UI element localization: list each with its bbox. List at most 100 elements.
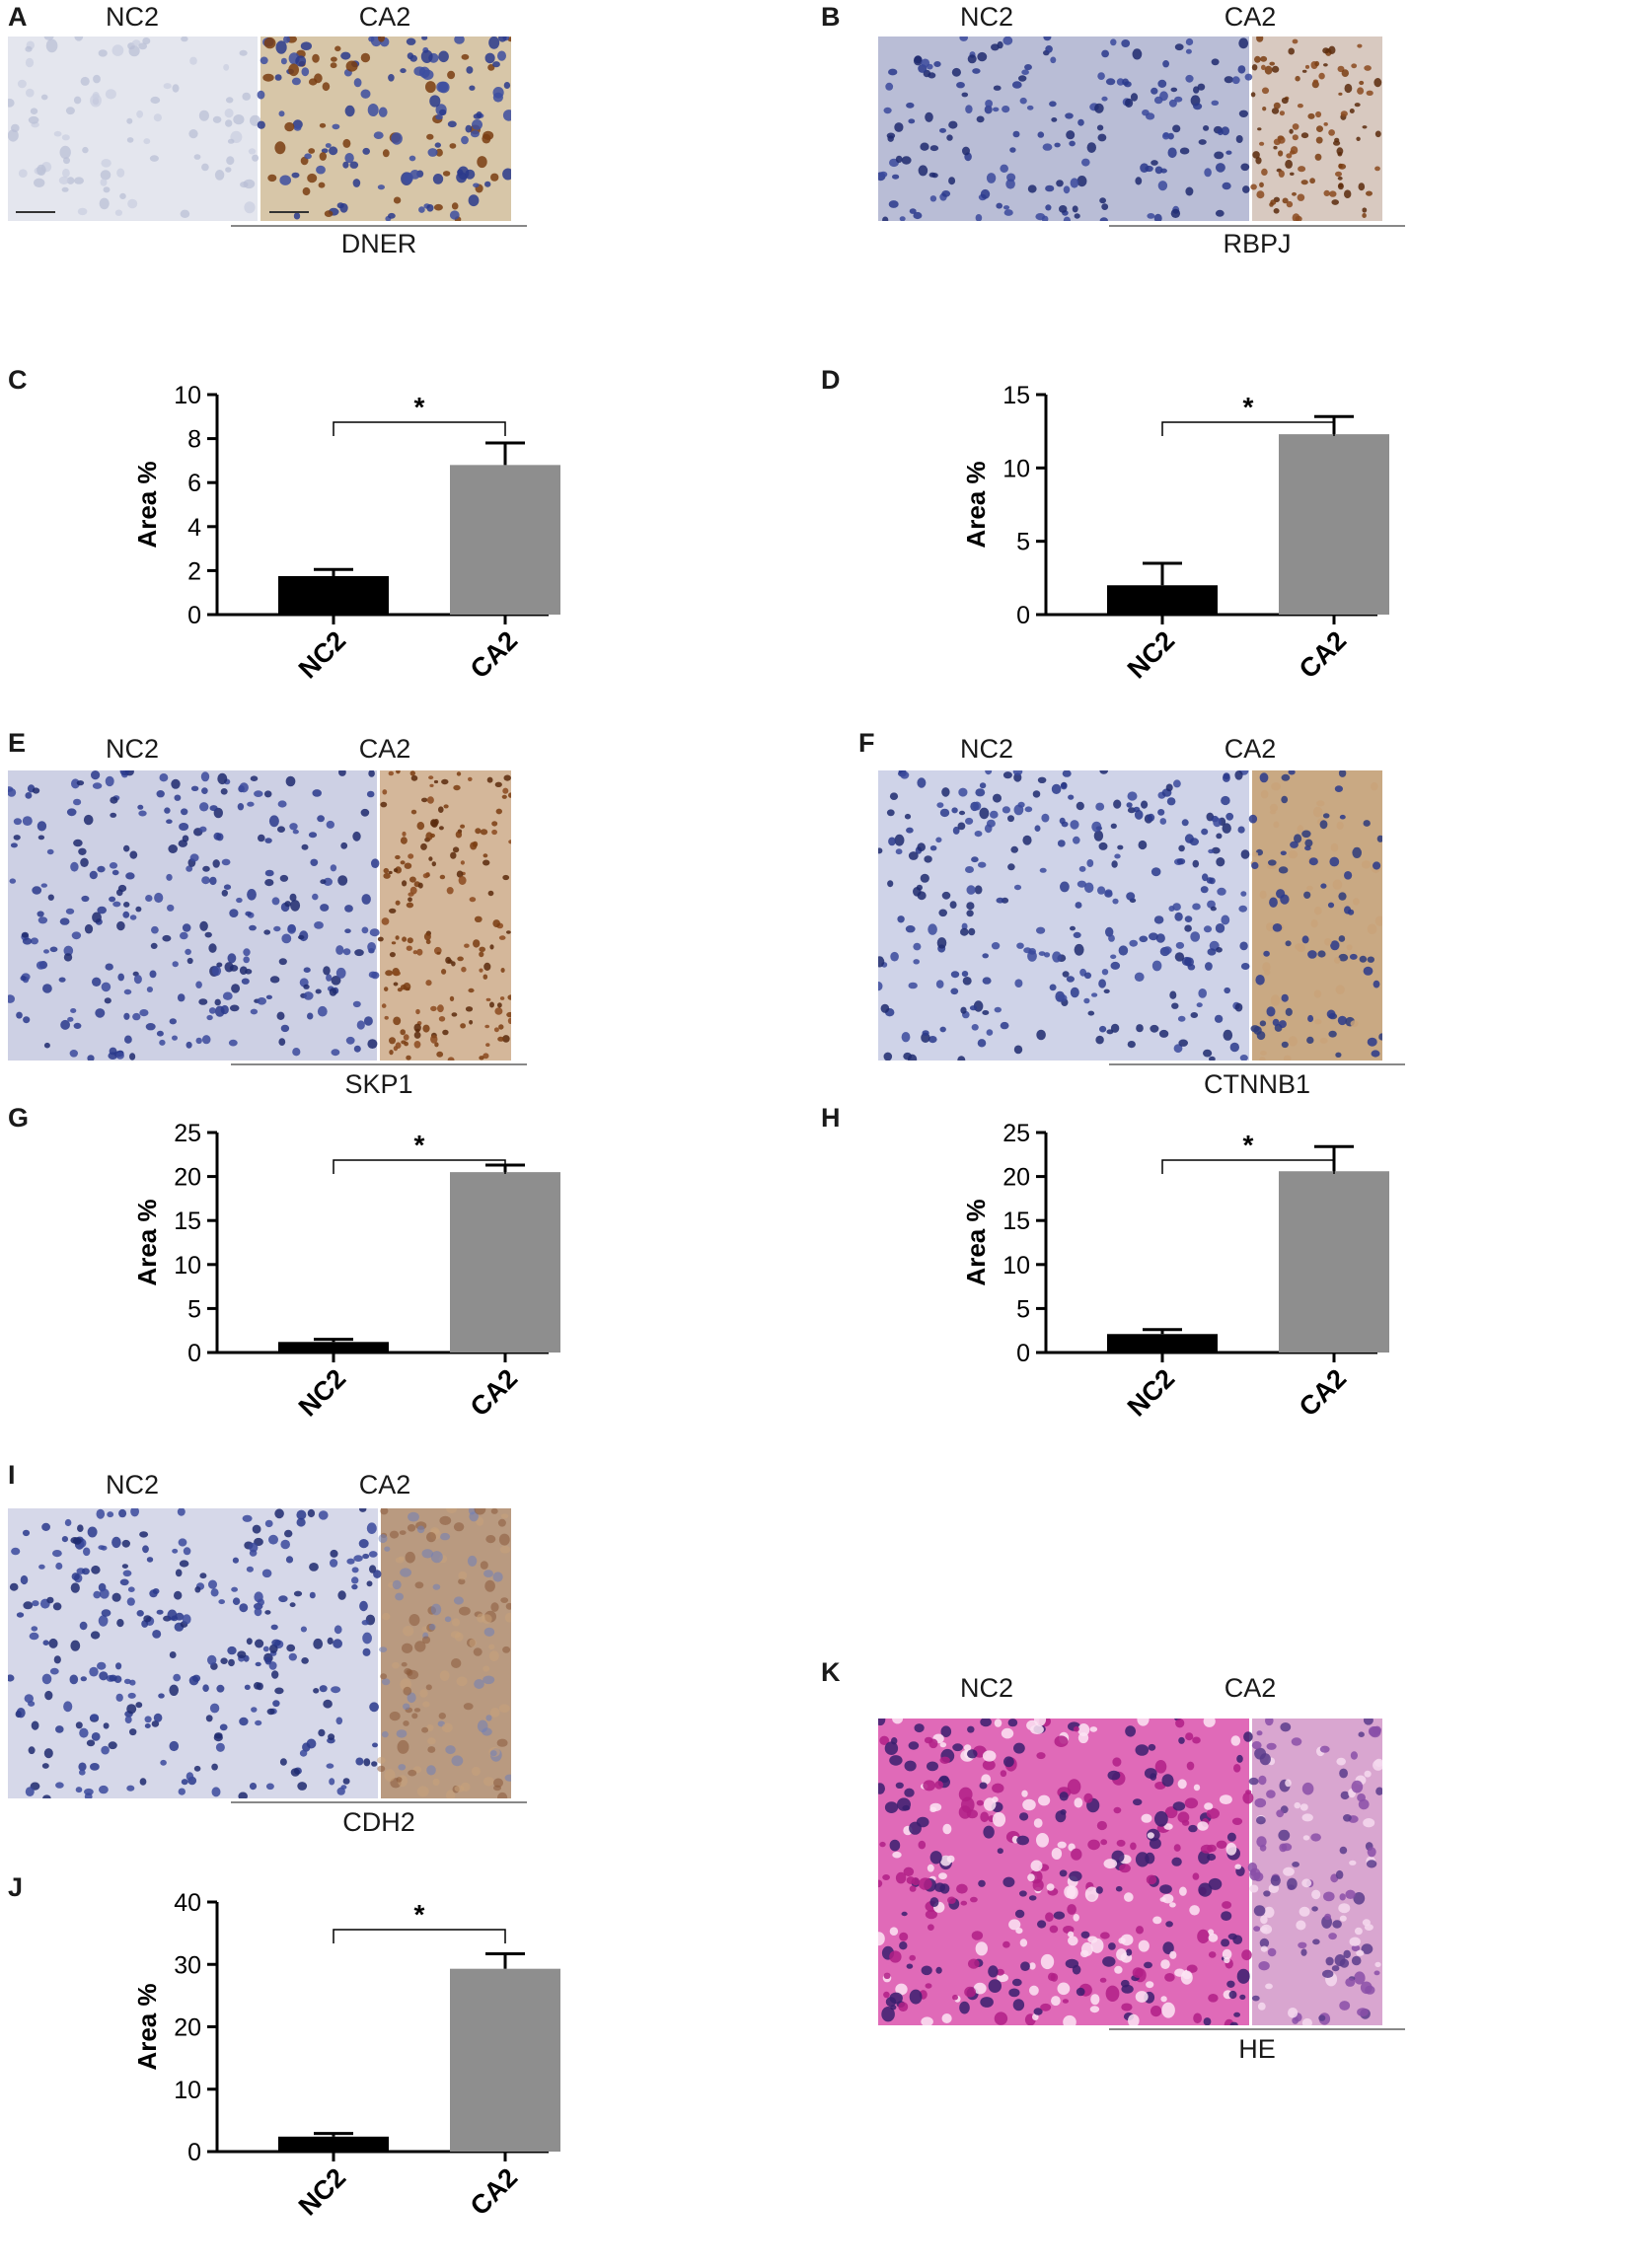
stain-dot	[409, 886, 417, 895]
stain-dot	[422, 873, 429, 879]
stain-dot	[361, 926, 369, 934]
stain-dot	[482, 859, 490, 866]
stain-dot	[1033, 1818, 1043, 1828]
stain-dot	[261, 1569, 272, 1578]
stain-dot	[1186, 1964, 1198, 1973]
stain-dot	[1057, 993, 1068, 1002]
panel-a-right-label: CA2	[358, 2, 411, 32]
stain-dot	[395, 900, 401, 906]
stain-dot	[493, 1027, 499, 1033]
stain-dot	[1197, 1929, 1210, 1943]
y-tick-label: 10	[174, 382, 201, 409]
stain-dot	[1363, 820, 1371, 827]
stain-dot	[221, 858, 231, 866]
stain-dot	[400, 1568, 411, 1577]
stain-dot	[965, 866, 974, 873]
significance-star: *	[414, 392, 425, 422]
stain-dot	[1341, 69, 1349, 77]
stain-dot	[307, 173, 318, 183]
stain-dot	[432, 1778, 440, 1787]
stain-dot	[1095, 1035, 1104, 1045]
stain-dot	[1224, 987, 1230, 994]
stain-dot	[293, 1590, 303, 1597]
stain-dot	[492, 1572, 503, 1582]
stain-dot	[1292, 213, 1300, 221]
stain-dot	[1161, 2002, 1175, 2018]
stain-dot	[136, 110, 144, 118]
stain-dot	[402, 936, 408, 942]
stain-dot	[1268, 1883, 1280, 1893]
stain-dot	[378, 1534, 388, 1544]
stain-dot	[477, 1613, 485, 1623]
stain-dot	[248, 148, 257, 155]
panel-b-gene-underline	[1109, 225, 1405, 227]
stain-dot	[1354, 1971, 1366, 1985]
stain-dot	[442, 171, 451, 177]
stain-dot	[1074, 1797, 1083, 1808]
stain-dot	[74, 37, 84, 41]
stain-dot	[271, 897, 280, 906]
stain-dot	[436, 951, 441, 955]
stain-dot	[490, 1602, 499, 1612]
stain-dot	[109, 896, 116, 903]
stain-dot	[244, 1684, 251, 1690]
stain-dot	[996, 897, 1004, 904]
stain-dot	[331, 976, 341, 986]
stain-dot	[1013, 1742, 1025, 1754]
stain-dot	[1174, 43, 1184, 51]
stain-dot	[1319, 1745, 1330, 1753]
stain-dot	[414, 1028, 420, 1033]
stain-dot	[319, 1685, 328, 1693]
stain-dot	[329, 146, 338, 156]
panel-i-gene-label: CDH2	[342, 1807, 415, 1837]
stain-dot	[1338, 953, 1349, 962]
stain-dot	[407, 1524, 416, 1532]
stain-dot	[43, 949, 49, 954]
stain-dot	[129, 1728, 137, 1736]
stain-dot	[1049, 1925, 1059, 1934]
stain-dot	[1175, 1719, 1185, 1728]
stain-dot	[329, 988, 337, 996]
stain-dot	[464, 943, 470, 948]
stain-dot	[1160, 1959, 1170, 1969]
stain-dot	[482, 1675, 495, 1685]
stain-dot	[172, 961, 179, 968]
stain-dot	[1147, 813, 1155, 822]
stain-dot	[1192, 903, 1201, 911]
stain-dot	[407, 1692, 416, 1704]
stain-dot	[446, 1790, 456, 1798]
stain-dot	[172, 84, 180, 93]
stain-dot	[1054, 142, 1061, 148]
stain-dot	[1279, 110, 1285, 116]
y-tick-label: 10	[174, 2077, 201, 2104]
stain-dot	[252, 154, 260, 162]
stain-dot	[1172, 903, 1181, 912]
stain-dot	[946, 134, 953, 141]
stain-dot	[1121, 2003, 1133, 2012]
stain-dot	[1089, 1726, 1098, 1732]
stain-dot	[1105, 78, 1116, 86]
stain-dot	[328, 1733, 335, 1740]
stain-dot	[1257, 127, 1262, 131]
stain-dot	[460, 1023, 466, 1029]
stain-dot	[1193, 86, 1200, 94]
stain-dot	[402, 880, 408, 887]
panel-b-micrograph	[878, 37, 1382, 221]
stain-dot	[1317, 950, 1326, 958]
stain-dot	[209, 805, 218, 812]
stain-dot	[73, 1537, 82, 1545]
stain-dot	[1337, 1015, 1347, 1026]
stain-dot	[1313, 907, 1322, 915]
stain-dot	[9, 878, 17, 884]
stain-dot	[1256, 1836, 1267, 1848]
stain-dot	[42, 1640, 49, 1646]
stain-dot	[1184, 1797, 1199, 1809]
stain-dot	[43, 37, 54, 40]
stain-dot	[1258, 1961, 1270, 1971]
stain-dot	[968, 927, 976, 936]
stain-dot	[32, 787, 40, 794]
stain-dot	[46, 1596, 54, 1604]
stain-dot	[1151, 87, 1158, 95]
stain-dot	[1084, 882, 1094, 894]
